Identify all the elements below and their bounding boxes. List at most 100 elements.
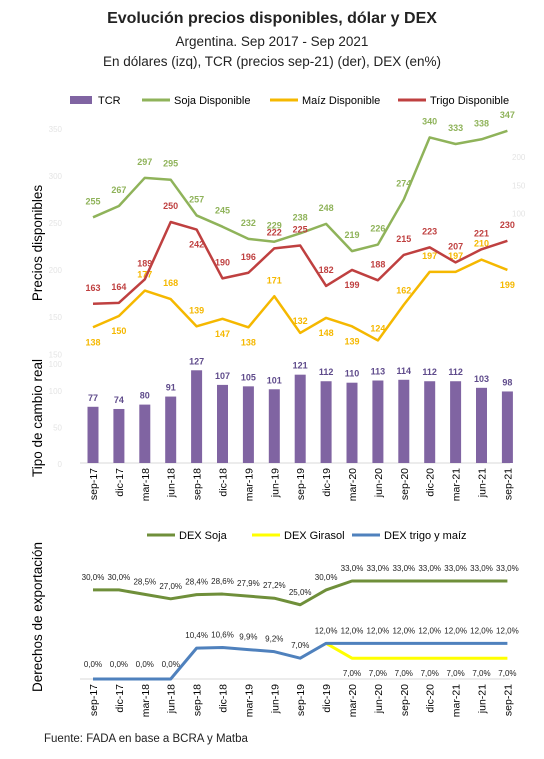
data-label-soja-disponible-12: 274 — [396, 178, 411, 188]
data-label-maiz-disponible-9: 148 — [319, 328, 334, 338]
x-tick-upper-15: jun-21 — [477, 468, 489, 498]
data-label-tcr-16: 98 — [502, 377, 512, 387]
y-tick-tcr-0: 0 — [58, 460, 63, 469]
bar-tcr-10 — [346, 382, 358, 463]
y-tick-right-100: 100 — [512, 210, 526, 219]
data-label-maiz-disponible-13: 197 — [422, 251, 437, 261]
legend-label-tcr: TCR — [98, 95, 121, 107]
x-tick-lower-3: jun-18 — [166, 684, 178, 714]
data-label-dex-trigo-y-maiz-15: 12,0% — [470, 626, 493, 635]
x-tick-upper-10: mar-20 — [347, 468, 359, 501]
data-label-dex-soja-5: 28,6% — [211, 577, 234, 586]
data-label-tcr-9: 112 — [319, 367, 334, 377]
legend-label-dex-trigo-y-maiz: DEX trigo y maíz — [384, 530, 467, 542]
x-tick-upper-1: dic-17 — [114, 468, 126, 497]
y-tick-left-200: 200 — [49, 266, 63, 275]
x-tick-lower-0: sep-17 — [88, 684, 100, 716]
x-tick-lower-4: sep-18 — [192, 684, 204, 716]
bar-tcr-6 — [242, 386, 254, 463]
legend-label-dex-soja: DEX Soja — [179, 530, 228, 542]
bar-tcr-1 — [113, 408, 125, 463]
x-tick-lower-12: sep-20 — [399, 684, 411, 716]
data-label-trigo-disponible-4: 242 — [189, 240, 204, 250]
data-label-trigo-disponible-3: 250 — [163, 201, 178, 211]
data-label-tcr-5: 107 — [215, 371, 230, 381]
bar-tcr-2 — [139, 404, 151, 463]
data-label-dex-trigo-y-maiz-3: 0,0% — [162, 660, 180, 669]
data-label-dex-soja-4: 28,4% — [185, 578, 208, 587]
data-label-trigo-disponible-15: 221 — [474, 228, 489, 238]
data-label-dex-trigo-y-maiz-10: 12,0% — [341, 626, 364, 635]
data-label-trigo-disponible-8: 225 — [293, 225, 308, 235]
bar-tcr-15 — [476, 387, 487, 463]
bar-tcr-11 — [372, 380, 384, 463]
data-label-tcr-15: 103 — [474, 374, 489, 384]
bar-tcr-4 — [191, 370, 203, 463]
data-label-tcr-4: 127 — [189, 356, 204, 366]
data-label-dex-trigo-y-maiz-14: 12,0% — [444, 626, 467, 635]
data-label-tcr-11: 113 — [371, 367, 386, 377]
data-label-dex-soja-8: 25,0% — [289, 588, 312, 597]
data-label-tcr-10: 110 — [345, 369, 360, 379]
x-tick-lower-6: mar-19 — [243, 684, 255, 717]
x-tick-lower-2: mar-18 — [140, 684, 152, 717]
data-label-trigo-disponible-14: 207 — [448, 241, 463, 251]
series-line-maiz-disponible — [92, 258, 508, 342]
chart-subtitle-2: En dólares (izq), TCR (precios sep-21) (… — [102, 54, 442, 69]
data-label-dex-soja-2: 28,5% — [133, 577, 156, 586]
data-label-trigo-disponible-2: 189 — [137, 258, 152, 268]
data-label-dex-trigo-y-maiz-8: 7,0% — [291, 641, 309, 650]
data-label-maiz-disponible-2: 177 — [137, 270, 152, 280]
data-label-dex-girasol-16: 7,0% — [498, 669, 516, 678]
series-line-trigo-disponible — [92, 220, 508, 306]
x-tick-upper-8: sep-19 — [295, 468, 307, 500]
bar-tcr-3 — [165, 396, 177, 463]
data-label-maiz-disponible-4: 139 — [189, 305, 204, 315]
data-label-soja-disponible-5: 245 — [215, 206, 230, 216]
data-label-soja-disponible-13: 340 — [422, 116, 437, 126]
legend-label-trigo-disponible: Trigo Disponible — [430, 95, 509, 107]
series-line-soja-disponible — [92, 129, 508, 253]
data-label-dex-trigo-y-maiz-12: 12,0% — [392, 626, 415, 635]
data-label-trigo-disponible-0: 163 — [85, 283, 100, 293]
y-tick-left-150: 150 — [49, 313, 63, 322]
data-label-soja-disponible-10: 219 — [344, 230, 359, 240]
data-label-dex-trigo-y-maiz-5: 10,6% — [211, 631, 234, 640]
data-label-dex-girasol-14: 7,0% — [446, 669, 464, 678]
data-label-tcr-8: 121 — [293, 361, 308, 371]
data-label-soja-disponible-9: 248 — [319, 203, 334, 213]
y-axis-label-prices: Precios disponibles — [30, 185, 45, 302]
x-tick-lower-7: jun-19 — [269, 684, 281, 714]
y-tick-tcr-100: 100 — [49, 387, 63, 396]
y-tick-left-100: 100 — [49, 360, 63, 369]
x-tick-upper-3: jun-18 — [166, 468, 178, 498]
data-label-trigo-disponible-5: 190 — [215, 257, 230, 267]
x-tick-lower-13: dic-20 — [425, 684, 437, 713]
data-label-dex-soja-12: 33,0% — [392, 564, 415, 573]
source-note: Fuente: FADA en base a BCRA y Matba — [44, 733, 248, 745]
y-tick-tcr-150: 150 — [49, 351, 63, 360]
y-tick-left-250: 250 — [49, 219, 63, 228]
bar-tcr-12 — [398, 379, 410, 463]
data-label-tcr-6: 105 — [241, 372, 256, 382]
data-label-soja-disponible-15: 338 — [474, 118, 489, 128]
x-tick-upper-0: sep-17 — [88, 468, 100, 500]
data-label-maiz-disponible-3: 168 — [163, 278, 178, 288]
data-label-tcr-3: 91 — [166, 383, 176, 393]
data-label-dex-soja-13: 33,0% — [418, 564, 441, 573]
x-tick-upper-13: dic-20 — [425, 468, 437, 497]
data-label-dex-trigo-y-maiz-7: 9,2% — [265, 635, 283, 644]
data-label-soja-disponible-1: 267 — [111, 185, 126, 195]
data-label-maiz-disponible-6: 138 — [241, 337, 256, 347]
x-tick-upper-12: sep-20 — [399, 468, 411, 500]
series-line-dex-trigo-y-maiz — [93, 641, 508, 681]
data-label-tcr-12: 114 — [397, 366, 412, 376]
data-label-dex-soja-0: 30,0% — [82, 573, 105, 582]
data-label-dex-soja-7: 27,2% — [263, 581, 286, 590]
legend-label-maiz-disponible: Maíz Disponible — [302, 95, 380, 107]
bar-tcr-8 — [294, 374, 306, 463]
x-tick-lower-9: dic-19 — [321, 684, 333, 713]
data-label-dex-trigo-y-maiz-16: 12,0% — [496, 626, 519, 635]
data-label-dex-soja-9: 30,0% — [315, 573, 338, 582]
legend-swatch-tcr — [70, 96, 92, 104]
